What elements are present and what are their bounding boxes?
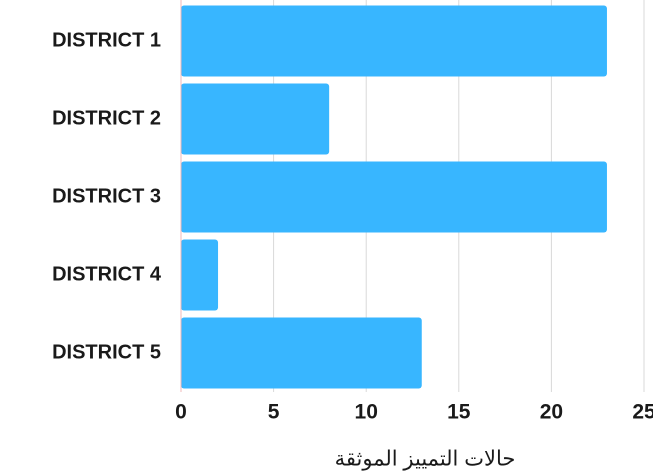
bar: [181, 5, 607, 77]
x-tick-label: 10: [355, 401, 378, 424]
x-tick-label: 5: [268, 401, 280, 424]
bar: [181, 239, 219, 311]
bar: [181, 83, 330, 155]
y-tick-label: DISTRICT 3: [52, 185, 161, 207]
x-tick-label: 25: [632, 401, 653, 424]
y-tick-label: DISTRICT 1: [52, 29, 161, 51]
x-tick-label: 0: [175, 401, 187, 424]
x-tick-label: 20: [540, 401, 563, 424]
y-tick-label: DISTRICT 2: [52, 107, 161, 129]
x-tick-label: 15: [447, 401, 471, 424]
bar: [181, 317, 422, 389]
y-tick-label: DISTRICT 5: [52, 341, 161, 363]
bar: [181, 161, 607, 233]
x-axis-label: حالات التمييز الموثقة: [335, 448, 516, 472]
y-tick-label: DISTRICT 4: [52, 263, 162, 285]
